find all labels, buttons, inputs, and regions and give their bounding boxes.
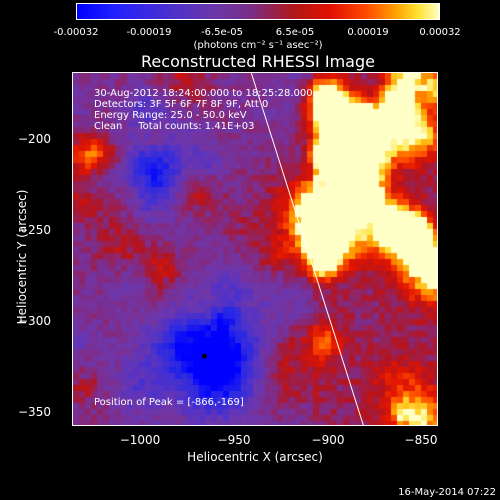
render-timestamp: 16-May-2014 07:22 [398,487,496,498]
colorbar-unit: (photons cm⁻² s⁻¹ asec⁻²) [193,40,323,51]
heatmap-canvas [73,73,437,425]
x-tick-label: −1000 [119,433,161,447]
colorbar-tick: 0.00032 [419,27,461,38]
image-panel [72,72,438,426]
x-tick-label: −850 [404,433,438,447]
colorbar-tick: 6.5e-05 [275,27,315,38]
colorbar [76,3,440,20]
detectors: Detectors: 3F 5F 6F 7F 8F 9F, Att 0 [94,99,269,110]
energy-range: Energy Range: 25.0 - 50.0 keV [94,110,247,121]
marker-dot [201,353,207,359]
x-tick-label: −900 [311,433,345,447]
x-tick-label: −950 [217,433,251,447]
y-axis-label: Heliocentric Y (arcsec) [15,189,29,325]
time-range: 30-Aug-2012 18:24:00.000 to 18:25:28.000 [94,88,313,99]
y-tick-label: −300 [18,314,51,328]
x-axis-label: Heliocentric X (arcsec) [187,450,323,464]
clean-counts: Clean Total counts: 1.41E+03 [94,121,255,132]
peak-position: Position of Peak = [-866,-169] [94,397,244,408]
chart-title: Reconstructed RHESSI Image [141,52,375,71]
colorbar-tick: 0.00019 [347,27,389,38]
overlay [201,73,364,425]
colorbar-tick: -0.00032 [53,27,99,38]
colorbar-tick: -0.00019 [126,27,172,38]
limb-line [250,73,364,425]
y-tick-label: −350 [18,405,51,419]
y-tick-label: −250 [18,223,51,237]
colorbar-tick: -6.5e-05 [201,27,243,38]
y-tick-label: −200 [18,132,51,146]
